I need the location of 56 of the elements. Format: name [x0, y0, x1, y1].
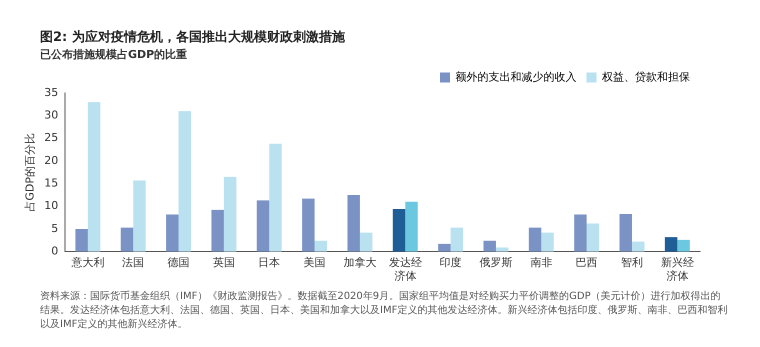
bar	[574, 214, 587, 252]
bar	[211, 210, 224, 252]
bar	[347, 194, 360, 252]
x-tick-label: 印度	[440, 256, 462, 270]
x-tick-label: 法国	[122, 256, 144, 270]
legend-label: 权益、贷款和担保	[601, 70, 690, 84]
x-tick-label: 英国	[212, 256, 235, 270]
bar	[664, 237, 678, 252]
legend-label: 额外的支出和减少的收入	[456, 70, 576, 84]
bar	[496, 248, 508, 252]
x-tick-label: 智利	[620, 256, 643, 270]
chart-title: 图2: 为应对疫情危机，各国推出大规模财政刺激措施	[40, 28, 345, 46]
x-tick-label: 德国	[168, 256, 190, 270]
bar	[133, 180, 146, 252]
bar	[256, 200, 270, 252]
bar	[178, 111, 192, 252]
bar	[528, 228, 542, 252]
y-tick-label: 0	[51, 244, 58, 258]
y-tick-label: 20	[44, 154, 58, 167]
bar	[88, 102, 100, 252]
y-tick-label: 25	[44, 131, 58, 144]
y-tick-label: 15	[44, 176, 58, 190]
text: 资料来源：国际货币基金组织（IMF）《财政监测报告》。数据截至2020年9月。国家组平均值是对经购买力平价调整的GDP（美元计价）进行加权得出的结果。发达经济体包括意大利、法国、德国、英国、日本、美国和加拿大以及IMF定义的其他发达经济体。新兴经济体包括印度、俄罗斯、南非、巴西和智利以及IMF定义的其他新兴经济体。	[40, 290, 728, 332]
y-tick-label: 10	[44, 199, 58, 212]
bar	[450, 228, 464, 252]
x-tick-label: 巴西	[576, 256, 598, 270]
bar	[620, 214, 632, 252]
x-tick-label: 俄罗斯	[479, 256, 512, 270]
x-tick-label: 新兴经济体	[660, 256, 694, 282]
bar	[483, 240, 496, 252]
y-tick-label: 5	[51, 222, 58, 235]
y-tick-label: 30	[44, 108, 58, 122]
bar	[314, 240, 328, 252]
bar	[360, 232, 372, 252]
bar	[392, 209, 406, 252]
x-tick-label: 日本	[258, 256, 280, 270]
bar	[75, 228, 88, 252]
y-axis-title: 占GDP的百分比	[23, 132, 36, 212]
x-tick-label: 美国	[304, 256, 326, 270]
bar	[166, 214, 179, 252]
chart-subtitle: 已公布措施规模占GDP的比重	[40, 47, 188, 62]
bar	[586, 224, 600, 252]
bar	[269, 144, 282, 252]
bar	[224, 176, 236, 252]
bar	[405, 202, 418, 252]
x-tick-label: 南非	[530, 256, 552, 270]
bar	[438, 244, 451, 252]
x-tick-label: 加拿大	[343, 256, 376, 270]
y-tick-label: 35	[44, 86, 58, 99]
bar	[120, 228, 134, 252]
bar	[541, 232, 554, 252]
bar	[632, 242, 644, 252]
bar	[302, 198, 315, 252]
x-tick-label: 意大利	[70, 256, 104, 270]
x-tick-label: 发达经济体	[388, 256, 422, 282]
bar	[677, 240, 690, 252]
